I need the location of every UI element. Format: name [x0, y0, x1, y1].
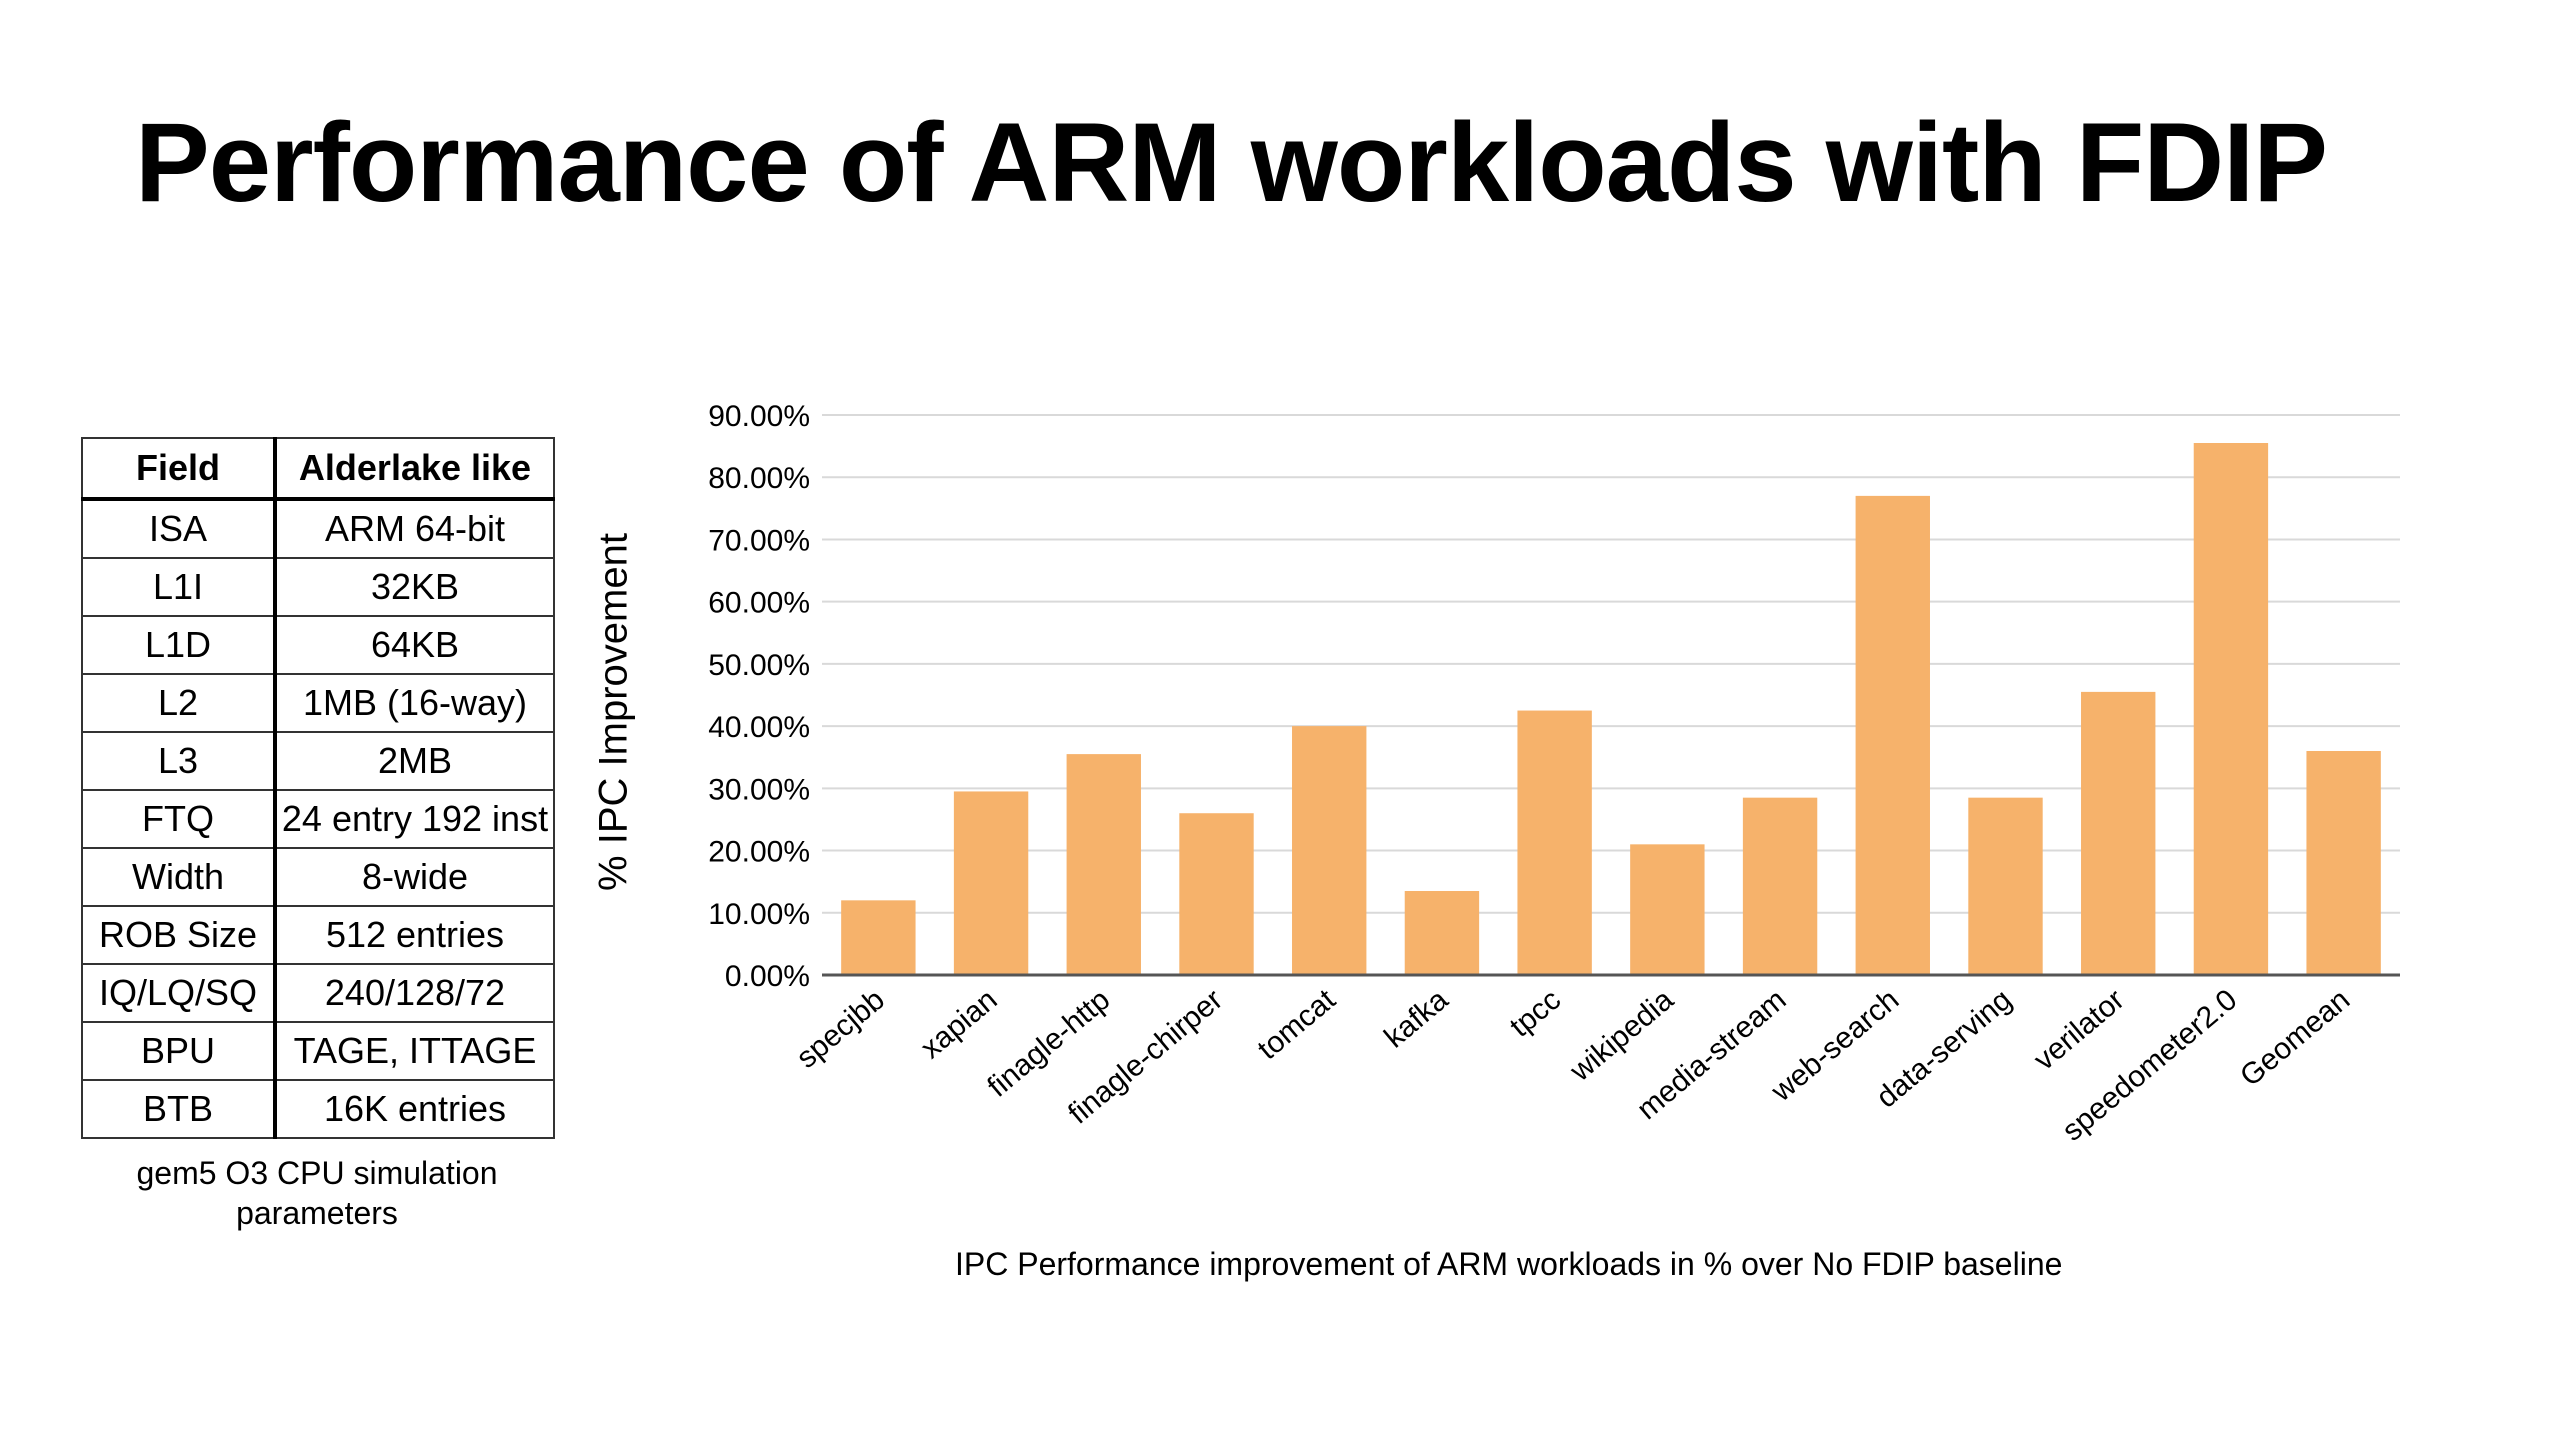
row-field: L1D [81, 615, 277, 675]
table-row: L1D 64KB [81, 615, 555, 675]
x-tick-label: tpcc [1504, 983, 1567, 1044]
table-row: ROB Size 512 entries [81, 905, 555, 965]
chart-caption: IPC Performance improvement of ARM workl… [955, 1246, 2063, 1282]
row-value: TAGE, ITTAGE [274, 1021, 555, 1081]
y-tick-label: 20.00% [708, 836, 810, 869]
x-tick-label: specjbb [790, 983, 890, 1075]
bar [1404, 891, 1480, 975]
y-tick-label: 40.00% [708, 711, 810, 744]
slide-title: Performance of ARM workloads with FDIP [135, 100, 2328, 225]
y-tick-label: 70.00% [708, 524, 810, 557]
bar [1855, 495, 1930, 975]
bar [2193, 443, 2269, 975]
y-tick-label: 60.00% [708, 587, 810, 620]
bar [2306, 751, 2381, 975]
table-caption-line: gem5 O3 CPU simulation [136, 1155, 498, 1191]
table-row: FTQ 24 entry 192 inst [81, 789, 555, 849]
x-tick-label: tomcat [1252, 983, 1343, 1067]
header-field: Field [81, 437, 277, 501]
table-row: L1I 32KB [81, 557, 555, 617]
bar [1968, 797, 2043, 975]
x-tick-label: Geomean [2234, 983, 2356, 1093]
bar [1292, 726, 1367, 975]
bar [841, 900, 916, 975]
row-field: FTQ [81, 789, 277, 849]
row-field: ROB Size [81, 905, 277, 965]
table-caption-line: parameters [236, 1195, 398, 1231]
row-value: ARM 64-bit [274, 498, 555, 559]
bar [1066, 754, 1141, 975]
y-tick-label: 90.00% [708, 400, 810, 433]
row-value: 64KB [274, 615, 555, 675]
row-field: L2 [81, 673, 277, 733]
bar [1179, 813, 1254, 975]
row-value: 240/128/72 [274, 963, 555, 1023]
bar [1742, 797, 1818, 975]
bar [1517, 710, 1592, 975]
table-caption: gem5 O3 CPU simulation parameters [81, 1153, 553, 1233]
table-row: Width 8-wide [81, 847, 555, 907]
y-tick-label: 80.00% [708, 462, 810, 495]
table-row: L2 1MB (16-way) [81, 673, 555, 733]
y-tick-label: 10.00% [708, 898, 810, 931]
row-field: IQ/LQ/SQ [81, 963, 277, 1023]
header-value: Alderlake like [274, 437, 555, 501]
y-axis-label: % IPC Improvement [591, 533, 636, 891]
table-row: L3 2MB [81, 731, 555, 791]
table-row: BPU TAGE, ITTAGE [81, 1021, 555, 1081]
row-value: 32KB [274, 557, 555, 617]
row-value: 24 entry 192 inst [274, 789, 555, 849]
simulation-parameters-table: Field Alderlake like ISA ARM 64-bit L1I … [81, 437, 555, 1139]
row-field: Width [81, 847, 277, 907]
x-tick-label: kafka [1378, 983, 1454, 1055]
row-value: 16K entries [274, 1079, 555, 1139]
x-tick-label: wikipedia [1563, 983, 1680, 1088]
table-header-row: Field Alderlake like [81, 437, 555, 501]
row-value: 512 entries [274, 905, 555, 965]
y-tick-label: 30.00% [708, 773, 810, 806]
table-row: ISA ARM 64-bit [81, 498, 555, 559]
row-value: 8-wide [274, 847, 555, 907]
y-tick-label: 50.00% [708, 649, 810, 682]
row-field: BPU [81, 1021, 277, 1081]
row-field: L3 [81, 731, 277, 791]
bar [2081, 691, 2156, 975]
table-row: IQ/LQ/SQ 240/128/72 [81, 963, 555, 1023]
row-field: ISA [81, 498, 277, 559]
y-tick-label: 0.00% [725, 960, 810, 993]
row-field: L1I [81, 557, 277, 617]
x-tick-label: xapian [915, 983, 1004, 1065]
bar [1630, 844, 1705, 975]
row-field: BTB [81, 1079, 277, 1139]
row-value: 1MB (16-way) [274, 673, 555, 733]
x-tick-label: verilator [2028, 983, 2131, 1077]
table-row: BTB 16K entries [81, 1079, 555, 1139]
bar [953, 791, 1029, 975]
row-value: 2MB [274, 731, 555, 791]
